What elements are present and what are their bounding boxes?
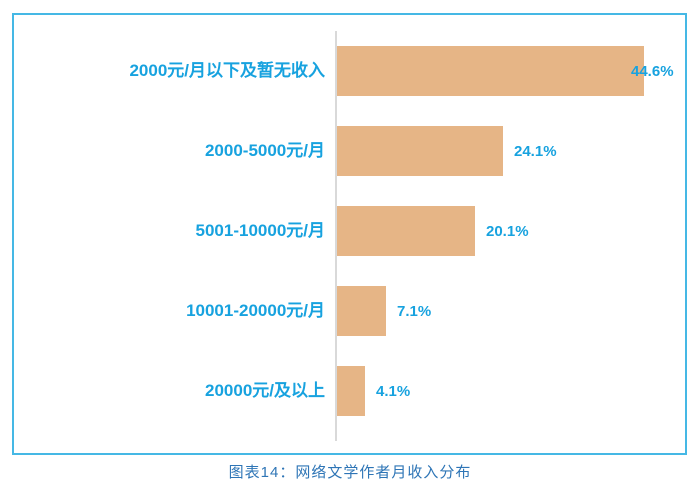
bar-rows-container: 2000元/月以下及暂无收入 44.6% 2000-5000元/月 24.1% 5001… <box>14 31 685 431</box>
category-label: 2000-5000元/月 <box>204 141 325 161</box>
chart-row: 10001-20000元/月 7.1% <box>14 271 685 351</box>
value-label: 44.6% <box>631 62 674 80</box>
category-axis-line <box>335 31 337 441</box>
category-label: 5001-10000元/月 <box>195 221 325 241</box>
chart-row: 2000-5000元/月 24.1% <box>14 111 685 191</box>
chart-plot-area: 2000元/月以下及暂无收入 44.6% 2000-5000元/月 24.1% 5001… <box>12 13 687 455</box>
category-label: 20000元/及以上 <box>205 381 325 401</box>
category-label: 2000元/月以下及暂无收入 <box>129 61 325 81</box>
bar <box>337 366 365 416</box>
chart-row: 20000元/及以上 4.1% <box>14 351 685 431</box>
value-label: 7.1% <box>397 302 432 320</box>
bar <box>337 286 386 336</box>
value-label: 24.1% <box>514 142 557 160</box>
bar <box>337 206 475 256</box>
chart-row: 5001-10000元/月 20.1% <box>14 191 685 271</box>
category-label: 10001-20000元/月 <box>186 301 325 321</box>
bar <box>337 46 644 96</box>
value-label: 20.1% <box>486 222 529 240</box>
value-label: 4.1% <box>376 382 411 400</box>
chart-row: 2000元/月以下及暂无收入 44.6% <box>14 31 685 111</box>
bar <box>337 126 503 176</box>
chart-caption: 图表14：网络文学作者月收入分布 <box>228 464 472 481</box>
